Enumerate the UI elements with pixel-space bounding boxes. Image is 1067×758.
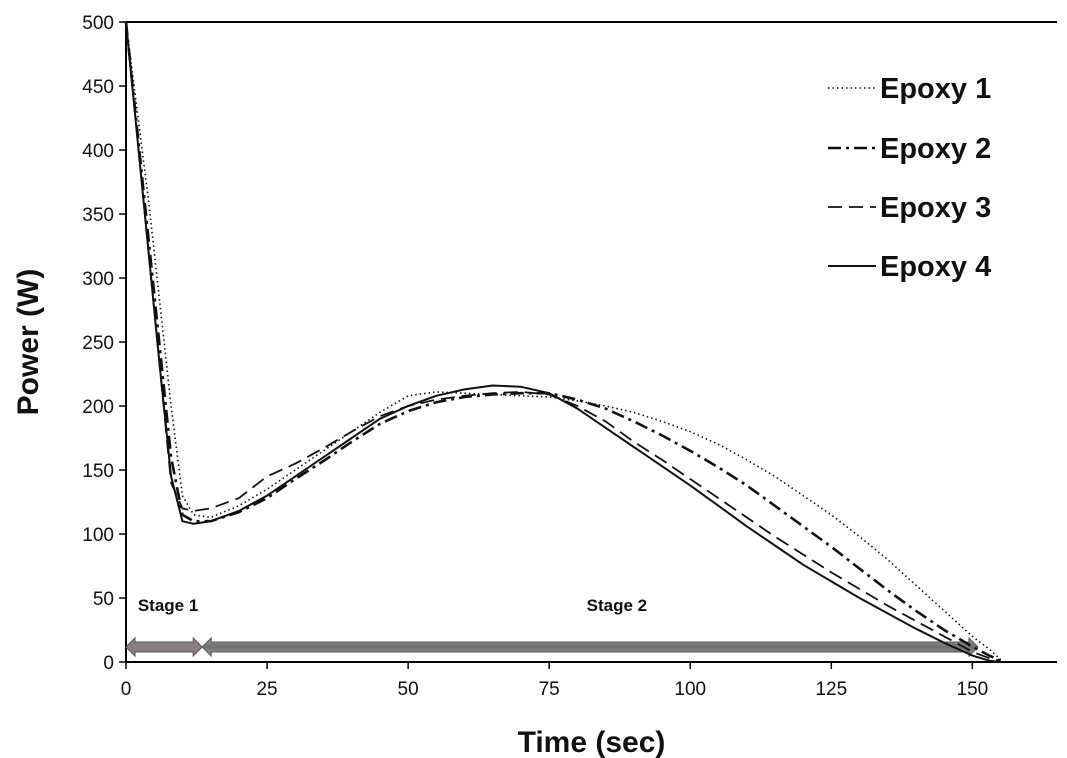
legend-label-2: Epoxy 2 xyxy=(880,133,991,165)
y-tick-label: 350 xyxy=(82,205,114,226)
y-axis-title: Power (W) xyxy=(12,269,45,416)
x-axis: 0 25 50 75 100 125 150 xyxy=(121,662,989,700)
series-line-4 xyxy=(125,21,1001,663)
x-tick-label: 150 xyxy=(957,679,989,700)
x-tick-label: 125 xyxy=(815,679,847,700)
legend: Epoxy 1 Epoxy 2 Epoxy 3 Epoxy 4 xyxy=(828,73,991,283)
x-tick-label: 50 xyxy=(398,679,419,700)
y-tick-label: 50 xyxy=(93,589,114,610)
series-line-2 xyxy=(124,21,1002,662)
stage-arrow-1 xyxy=(125,636,203,658)
y-tick-label: 400 xyxy=(82,141,114,162)
y-tick-label: 150 xyxy=(82,461,114,482)
x-tick-label: 25 xyxy=(256,679,277,700)
y-tick-label: 250 xyxy=(82,333,114,354)
series-line-1 xyxy=(125,21,1002,660)
legend-label-1: Epoxy 1 xyxy=(880,73,991,105)
legend-label-4: Epoxy 4 xyxy=(880,251,991,283)
x-tick-label: 100 xyxy=(674,679,706,700)
y-tick-label: 450 xyxy=(82,77,114,98)
series-line-3 xyxy=(125,21,1001,662)
y-tick-label: 300 xyxy=(82,269,114,290)
series-group xyxy=(124,21,1002,663)
stage-label-1: Stage 1 xyxy=(138,596,198,615)
stage-label-2: Stage 2 xyxy=(587,596,647,615)
y-tick-label: 200 xyxy=(82,397,114,418)
x-tick-label: 0 xyxy=(121,679,132,700)
y-tick-label: 500 xyxy=(82,13,114,34)
y-tick-label: 100 xyxy=(82,525,114,546)
x-axis-title: Time (sec) xyxy=(518,726,666,758)
y-axis: 0 50 100 150 200 250 300 350 400 450 500 xyxy=(82,13,126,674)
plot-frame xyxy=(125,21,1057,663)
legend-label-3: Epoxy 3 xyxy=(880,192,991,224)
stage-arrow-2 xyxy=(201,636,979,658)
y-tick-label: 0 xyxy=(103,653,114,674)
x-tick-label: 75 xyxy=(539,679,560,700)
stage-annotations: Stage 1 Stage 2 xyxy=(125,596,979,658)
